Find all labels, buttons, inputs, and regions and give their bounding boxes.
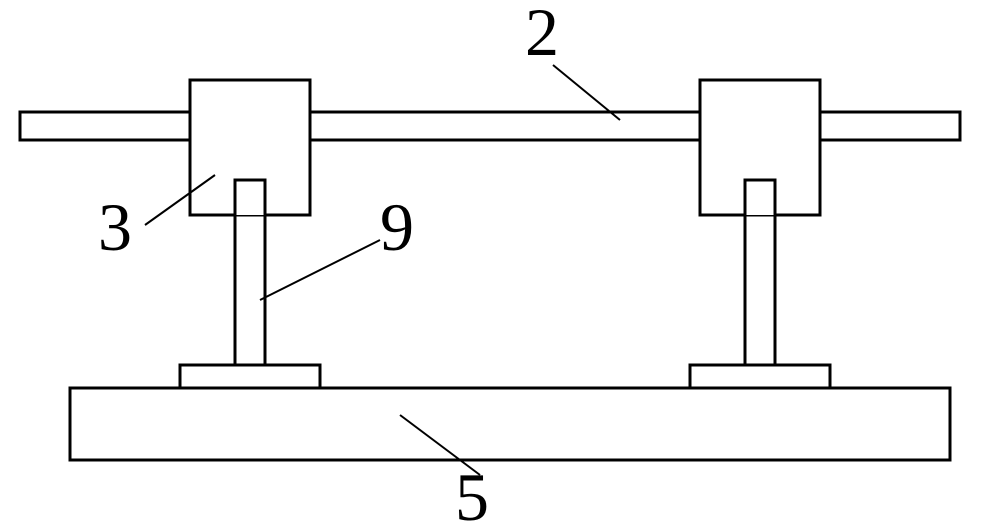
t-support-foot-1 — [690, 365, 830, 388]
label-2: 2 — [525, 0, 559, 70]
t-support-stem-1 — [745, 215, 775, 365]
block-notch-1 — [745, 180, 775, 215]
base-plate — [70, 388, 950, 460]
block-notch-0 — [235, 180, 265, 215]
label-3: 3 — [98, 189, 132, 265]
leader-9 — [260, 240, 380, 300]
label-5: 5 — [455, 459, 489, 523]
technical-diagram: 2 3 9 5 — [0, 0, 1000, 523]
label-9: 9 — [380, 189, 414, 265]
t-support-stem-0 — [235, 215, 265, 365]
t-support-foot-0 — [180, 365, 320, 388]
